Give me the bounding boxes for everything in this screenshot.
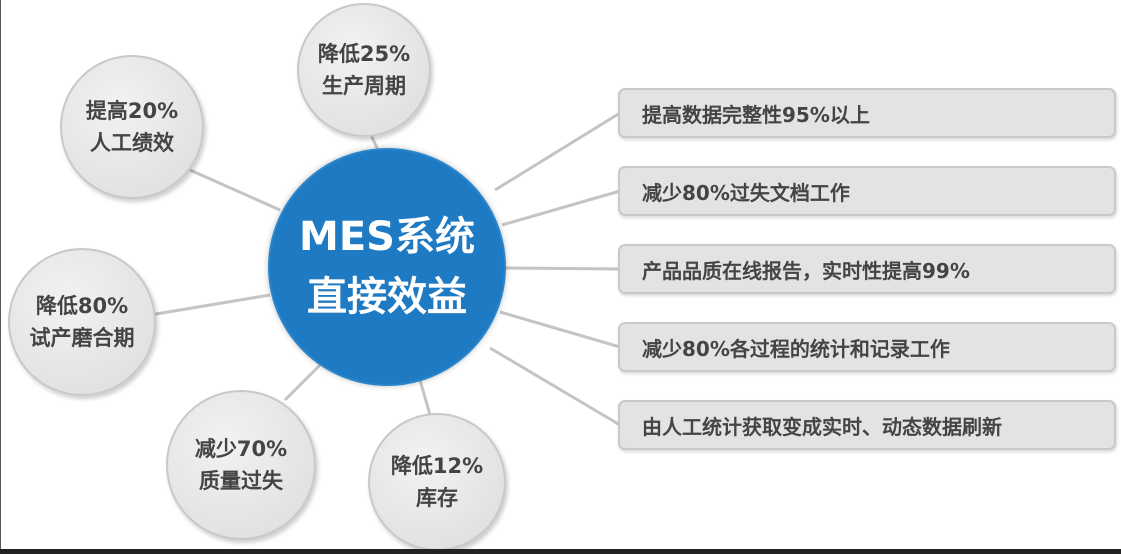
center-title: MES系统 xyxy=(299,214,475,260)
frame-border xyxy=(0,0,1,554)
bubble-value: 提高20% xyxy=(85,99,179,123)
benefit-bubble: 减少70% 质量过失 xyxy=(166,390,316,540)
box-text: 由人工统计获取变成实时、动态数据刷新 xyxy=(642,414,1002,439)
connector-line xyxy=(499,310,621,349)
bubble-label: 人工绩效 xyxy=(90,131,174,155)
connector-line xyxy=(501,189,621,227)
benefit-bubble: 降低80% 试产磨合期 xyxy=(8,248,156,396)
box-text: 减少80%过失文档工作 xyxy=(642,180,850,205)
benefit-bubble: 降低25% 生产周期 xyxy=(297,3,431,137)
connector-line xyxy=(149,293,271,317)
bubble-label: 库存 xyxy=(416,486,458,510)
benefit-bubble: 提高20% 人工绩效 xyxy=(60,55,204,199)
center-circle: MES系统 直接效益 xyxy=(268,148,506,386)
box-text: 产品品质在线报告，实时性提高99% xyxy=(642,258,970,283)
benefit-box: 产品品质在线报告，实时性提高99% xyxy=(618,244,1116,294)
bubble-label: 试产磨合期 xyxy=(29,326,135,350)
box-text: 提高数据完整性95%以上 xyxy=(642,102,870,127)
connector-line xyxy=(489,346,621,427)
bubble-label: 质量过失 xyxy=(199,469,283,493)
bubble-label: 生产周期 xyxy=(322,74,406,98)
connector-line xyxy=(418,379,432,416)
center-subtitle: 直接效益 xyxy=(307,274,467,320)
benefit-box: 减少80%各过程的统计和记录工作 xyxy=(618,322,1116,372)
connector-line xyxy=(189,168,281,212)
connector-line xyxy=(283,363,322,402)
bubble-value: 降低80% xyxy=(35,294,129,318)
bubble-value: 减少70% xyxy=(194,437,288,461)
benefit-box: 由人工统计获取变成实时、动态数据刷新 xyxy=(618,400,1116,450)
connector-line xyxy=(504,266,621,271)
box-text: 减少80%各过程的统计和记录工作 xyxy=(642,336,950,361)
bubble-value: 降低25% xyxy=(317,42,411,66)
benefit-box: 提高数据完整性95%以上 xyxy=(618,88,1116,138)
benefit-box: 减少80%过失文档工作 xyxy=(618,166,1116,216)
connector-line xyxy=(494,111,621,192)
frame-border xyxy=(0,549,1121,554)
benefit-bubble: 降低12% 库存 xyxy=(368,413,506,551)
bubble-value: 降低12% xyxy=(390,454,484,478)
